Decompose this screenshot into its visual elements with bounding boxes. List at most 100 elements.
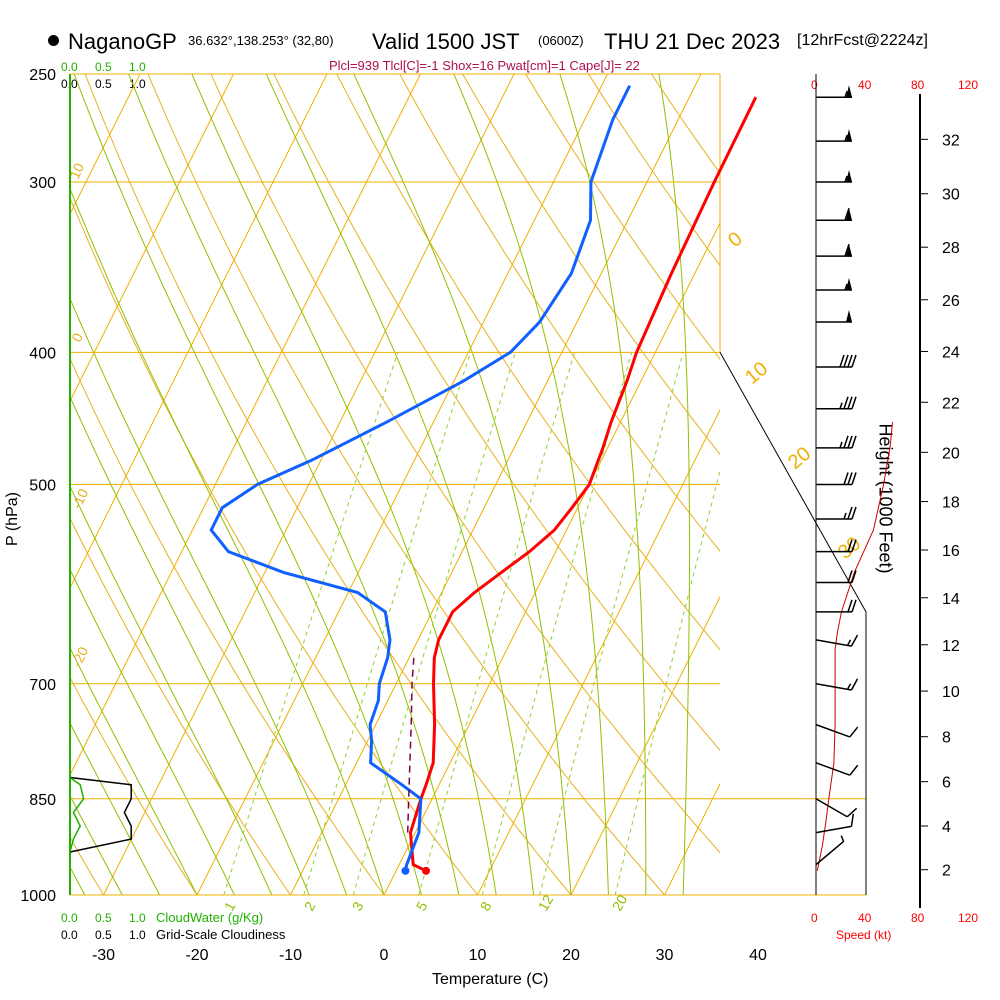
- dry-adiabat-line: [70, 357, 385, 895]
- pressure-tick-label: 250: [29, 67, 56, 84]
- moist-adiabat-line: [191, 74, 497, 895]
- cloudwater-tick-top: 0.5: [95, 60, 112, 74]
- speed-tick-bottom: 0: [811, 911, 818, 925]
- cloudwater-label: CloudWater (g/Kg): [156, 910, 264, 925]
- wind-barb: [816, 435, 857, 449]
- wind-barb-full: [851, 570, 857, 583]
- mixing-ratio-label: 20: [609, 892, 631, 914]
- wind-barb-full: [847, 506, 853, 520]
- wind-barb-half: [840, 835, 845, 842]
- station-name: NaganoGP: [68, 29, 177, 54]
- wind-barb-half: [844, 90, 848, 98]
- height-tick-label: 20: [942, 445, 960, 462]
- wind-barb-full: [847, 396, 853, 410]
- pressure-tick-label: 400: [29, 345, 56, 362]
- station-coords: 36.632°,138.253° (32,80): [188, 33, 334, 48]
- wind-barb-half: [844, 283, 848, 291]
- station-bullet-icon: [48, 35, 59, 46]
- wind-barb-full: [847, 570, 853, 583]
- moist-adiabat-line: [265, 74, 535, 895]
- mixing-ratio-label: 2: [301, 899, 319, 914]
- wind-barb-full: [843, 354, 849, 368]
- wind-barb-flag: [846, 278, 852, 290]
- wind-barb-flag: [846, 208, 852, 221]
- moist-adiabat-label: 10: [741, 358, 772, 389]
- wind-barb-flag: [846, 85, 852, 98]
- cloudwater-tick-top: 0.0: [61, 60, 78, 74]
- mixing-ratio-label: 8: [477, 899, 495, 914]
- wind-barb: [816, 539, 857, 553]
- moist-adiabat-line: [73, 74, 422, 895]
- cloudiness-tick-bottom: 0.0: [61, 928, 78, 942]
- speed-tick-top: 40: [858, 78, 872, 92]
- height-tick-label: 4: [942, 819, 951, 836]
- cloudwater-tick-bottom: 0.5: [95, 911, 112, 925]
- wind-barb: [816, 310, 852, 323]
- height-tick-label: 14: [942, 591, 960, 608]
- surface-temperature-marker: [422, 866, 431, 875]
- cloudwater-tick-bottom: 0.0: [61, 911, 78, 925]
- moist-adiabat-line: [70, 646, 198, 895]
- speed-tick-bottom: 80: [911, 911, 925, 925]
- wind-barb-staff: [815, 683, 852, 691]
- wind-barb-full: [850, 813, 855, 827]
- wind-barb: [816, 170, 852, 183]
- pressure-tick-label: 500: [29, 478, 56, 495]
- wind-speed-profile-line: [816, 422, 893, 871]
- wind-barb-full: [843, 435, 849, 449]
- wind-barb-flag: [846, 170, 852, 182]
- wind-barb-staff: [815, 723, 851, 738]
- wind-barb-full: [851, 354, 857, 368]
- speed-tick-top: 80: [911, 78, 925, 92]
- mixing-ratio-line: [223, 352, 399, 895]
- moist-adiabat-line: [559, 74, 647, 895]
- wind-barb: [816, 506, 857, 520]
- height-tick-label: 26: [942, 293, 960, 310]
- mixing-ratio-line: [614, 469, 720, 895]
- wind-barb-full: [851, 435, 857, 449]
- height-tick-label: 6: [942, 775, 951, 792]
- moist-adiabat-label: 0: [724, 228, 747, 252]
- mixing-ratio-label: 1: [221, 899, 239, 914]
- cloudiness-tick-top: 0.5: [95, 77, 112, 91]
- wind-barb-flag: [846, 129, 852, 142]
- temperature-tick-label: 10: [469, 947, 487, 964]
- wind-barb-half: [844, 134, 848, 142]
- parcel-path-line: [406, 657, 415, 833]
- height-tick-label: 2: [942, 863, 951, 880]
- wind-barb: [815, 813, 855, 834]
- wind-barb-full: [847, 472, 853, 485]
- wind-barb-staff: [815, 639, 852, 647]
- wind-barb-flag: [846, 310, 852, 322]
- moist-adiabat-line: [658, 74, 690, 895]
- title-bar: NaganoGP 36.632°,138.253° (32,80) Valid …: [0, 26, 1000, 62]
- wind-barb-full: [851, 539, 857, 552]
- moist-adiabat-line: [70, 395, 310, 895]
- wind-barb: [815, 678, 859, 691]
- wind-barb-full: [851, 472, 857, 485]
- wind-barb-full: [843, 396, 849, 410]
- wind-barb-half: [846, 639, 852, 646]
- wind-barb: [815, 634, 859, 647]
- mixing-ratio-label: 5: [413, 899, 431, 914]
- dry-adiabat-line: [210, 74, 720, 854]
- speed-tick-bottom: 120: [958, 911, 979, 925]
- wind-barb-staff: [815, 798, 848, 818]
- wind-barb: [816, 472, 857, 486]
- height-tick-label: 12: [942, 638, 960, 655]
- dry-adiabat-line: [525, 74, 720, 360]
- wind-barb: [816, 278, 852, 291]
- x-axis-label: Temperature (C): [432, 971, 549, 988]
- wind-barb: [815, 798, 858, 818]
- dry-adiabat-line: [70, 196, 478, 895]
- cloudwater-profile-line: [69, 776, 85, 853]
- wind-barb: [816, 207, 852, 221]
- moist-adiabat-line: [453, 74, 609, 895]
- mixing-ratio-line: [418, 352, 575, 895]
- dry-adiabat-label: -10: [68, 486, 91, 511]
- dry-adiabat-label: -20: [68, 644, 91, 669]
- moist-adiabat-line: [70, 722, 161, 895]
- wind-barb-full: [851, 599, 857, 613]
- speed-tick-bottom: 40: [858, 911, 872, 925]
